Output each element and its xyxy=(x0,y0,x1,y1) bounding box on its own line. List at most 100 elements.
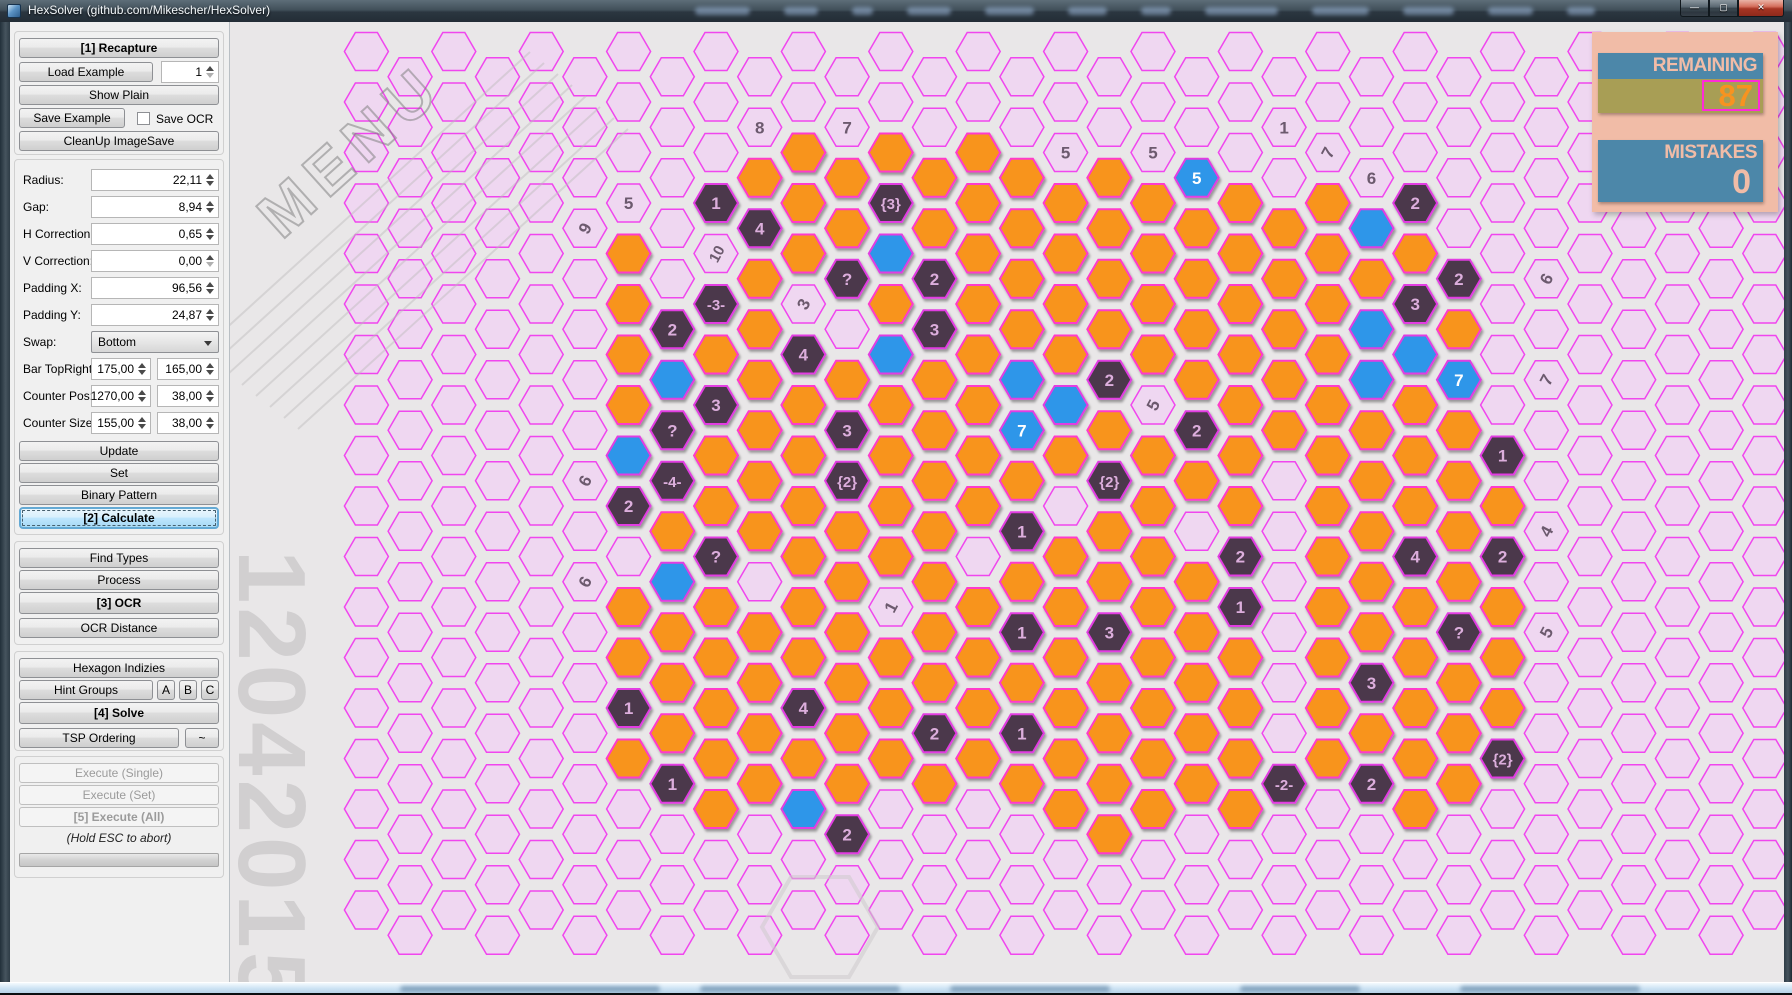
hex-cell[interactable] xyxy=(1392,637,1439,678)
hex-cell[interactable] xyxy=(1348,511,1395,552)
hex-cell[interactable] xyxy=(780,637,827,678)
counter-pos-y-input[interactable]: 38,00 xyxy=(157,385,219,407)
hex-cell[interactable] xyxy=(1129,334,1177,375)
binary-pattern-button[interactable]: Binary Pattern xyxy=(19,485,219,505)
find-types-button[interactable]: Find Types xyxy=(19,548,219,568)
hex-cell[interactable] xyxy=(955,233,1002,274)
hex-cell[interactable] xyxy=(1217,486,1264,526)
hex-cell[interactable] xyxy=(736,208,783,249)
hex-cell[interactable] xyxy=(780,738,827,779)
cleanup-imagesave-button[interactable]: CleanUp ImageSave xyxy=(19,131,219,151)
hex-cell[interactable] xyxy=(649,612,696,653)
hex-cell[interactable] xyxy=(867,132,914,173)
hex-cell[interactable] xyxy=(998,258,1046,299)
hex-cell[interactable] xyxy=(1435,460,1483,501)
hex-cell[interactable] xyxy=(780,385,827,425)
hex-cell[interactable] xyxy=(649,662,696,703)
calculate-button[interactable]: [2] Calculate xyxy=(19,507,219,529)
hex-cell[interactable] xyxy=(1392,536,1439,577)
hex-cell[interactable] xyxy=(1435,763,1483,804)
hint-c-button[interactable]: C xyxy=(201,680,219,700)
counter-pos-x-input[interactable]: 1270,00 xyxy=(91,385,151,407)
hex-cell[interactable] xyxy=(649,309,696,350)
minimize-button[interactable]: — xyxy=(1680,0,1709,17)
hex-cell[interactable] xyxy=(692,536,740,577)
hex-cell[interactable] xyxy=(780,334,827,375)
hex-cell[interactable] xyxy=(1348,359,1395,400)
hex-cell[interactable] xyxy=(780,435,827,476)
hex-cell[interactable] xyxy=(867,284,914,324)
hex-cell[interactable] xyxy=(1435,713,1483,754)
hex-cell[interactable] xyxy=(780,688,827,728)
hex-cell[interactable] xyxy=(1086,662,1133,703)
hint-groups-button[interactable]: Hint Groups xyxy=(19,680,153,700)
hex-cell[interactable] xyxy=(1173,208,1220,249)
tsp-tilde-button[interactable]: ~ xyxy=(185,728,219,748)
padding-y-input[interactable]: 24,87 xyxy=(91,304,219,326)
hex-cell[interactable] xyxy=(911,258,958,299)
hex-cell[interactable] xyxy=(823,258,871,299)
hex-cell[interactable] xyxy=(1129,688,1177,728)
hex-cell[interactable] xyxy=(1304,385,1351,425)
hex-cell[interactable] xyxy=(998,713,1046,754)
hex-cell[interactable] xyxy=(605,385,652,425)
hex-cell[interactable] xyxy=(1042,738,1089,779)
hex-cell[interactable] xyxy=(1479,587,1526,627)
hex-cell[interactable] xyxy=(1129,183,1177,223)
hex-cell[interactable] xyxy=(1173,157,1220,198)
hex-cell[interactable] xyxy=(605,587,652,627)
ocr-distance-button[interactable]: OCR Distance xyxy=(19,618,219,638)
hex-cell[interactable] xyxy=(649,511,696,552)
hex-cell[interactable] xyxy=(1217,334,1264,375)
hex-cell[interactable] xyxy=(1304,284,1351,324)
close-button[interactable]: ✕ xyxy=(1738,0,1784,17)
hex-cell[interactable] xyxy=(1086,612,1133,653)
hex-cell[interactable] xyxy=(649,763,696,804)
hex-cell[interactable] xyxy=(1260,763,1308,804)
hex-cell[interactable] xyxy=(1086,309,1133,350)
hex-cell[interactable] xyxy=(649,713,696,754)
hex-cell[interactable] xyxy=(1042,385,1089,425)
hex-cell[interactable] xyxy=(1129,536,1177,577)
hex-cell[interactable] xyxy=(911,612,958,653)
hex-cell[interactable] xyxy=(1260,258,1308,299)
tsp-ordering-button[interactable]: TSP Ordering xyxy=(19,728,179,748)
hex-cell[interactable] xyxy=(1479,738,1526,779)
hex-cell[interactable] xyxy=(1217,738,1264,779)
hex-cell[interactable] xyxy=(736,612,783,653)
hex-cell[interactable] xyxy=(998,561,1046,602)
hex-cell[interactable] xyxy=(780,233,827,274)
load-example-stepper[interactable]: 1 xyxy=(161,61,219,83)
hex-cell[interactable] xyxy=(1042,688,1089,728)
hex-cell[interactable] xyxy=(955,284,1002,324)
hex-cell[interactable] xyxy=(1435,561,1483,602)
set-button[interactable]: Set xyxy=(19,463,219,483)
hex-cell[interactable] xyxy=(605,637,652,678)
hex-cell[interactable] xyxy=(1217,536,1264,577)
load-example-button[interactable]: Load Example xyxy=(19,62,153,82)
hex-cell[interactable] xyxy=(1392,435,1439,476)
hex-cell[interactable] xyxy=(692,183,740,223)
hex-cell[interactable] xyxy=(1260,359,1308,400)
hex-cell[interactable] xyxy=(692,789,740,829)
hex-cell[interactable] xyxy=(1086,713,1133,754)
hex-cell[interactable] xyxy=(1348,561,1395,602)
execute-all-button[interactable]: [5] Execute (All) xyxy=(19,807,219,827)
hex-cell[interactable] xyxy=(1217,183,1264,223)
hex-cell[interactable] xyxy=(1042,284,1089,324)
padding-x-input[interactable]: 96,56 xyxy=(91,277,219,299)
hex-cell[interactable] xyxy=(998,410,1046,451)
hex-cell[interactable] xyxy=(998,359,1046,400)
hex-cell[interactable] xyxy=(736,258,783,299)
hex-cell[interactable] xyxy=(911,359,958,400)
hex-cell[interactable] xyxy=(1217,435,1264,476)
hex-cell[interactable] xyxy=(1129,738,1177,779)
hex-cell[interactable] xyxy=(823,561,871,602)
hex-cell[interactable] xyxy=(692,435,740,476)
hex-cell[interactable] xyxy=(1042,587,1089,627)
hex-cell[interactable] xyxy=(823,713,871,754)
hex-cell[interactable] xyxy=(911,662,958,703)
hex-cell[interactable] xyxy=(1042,536,1089,577)
show-plain-button[interactable]: Show Plain xyxy=(19,85,219,105)
hex-cell[interactable] xyxy=(1086,359,1133,400)
